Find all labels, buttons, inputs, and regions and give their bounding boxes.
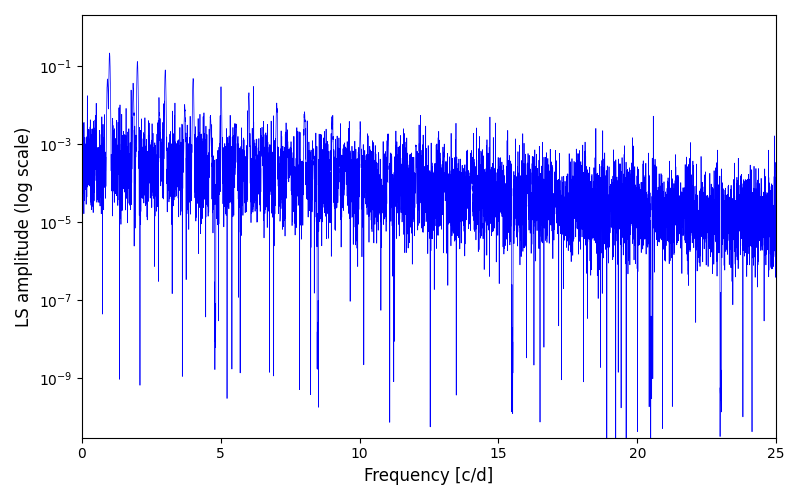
X-axis label: Frequency [c/d]: Frequency [c/d] [364, 467, 494, 485]
Y-axis label: LS amplitude (log scale): LS amplitude (log scale) [15, 126, 33, 326]
